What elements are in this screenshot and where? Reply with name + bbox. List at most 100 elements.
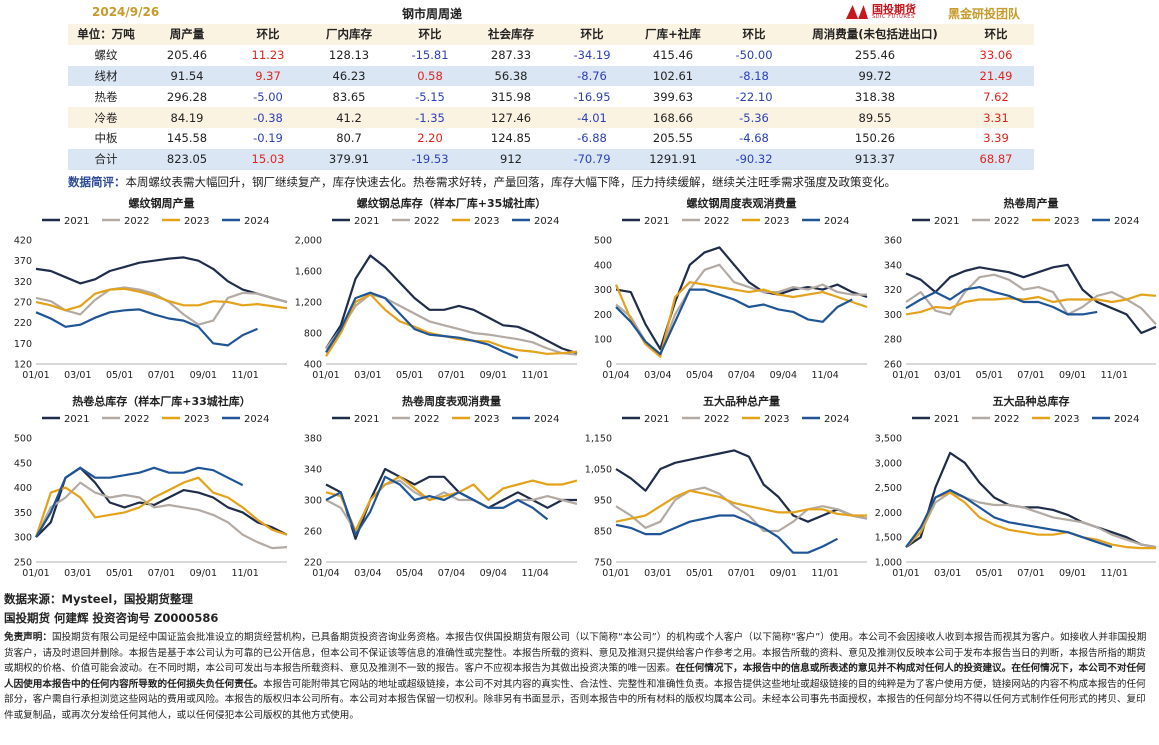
x-tick-label: 09/01: [770, 568, 797, 579]
chart-title: 螺纹钢周产量: [129, 196, 195, 210]
data-source: 数据来源：Mysteel，国投期货整理: [4, 592, 193, 606]
y-tick-label: 950: [594, 496, 612, 507]
legend-label-2023: 2023: [474, 414, 499, 425]
table-cell: 150.26: [792, 127, 958, 149]
series-line-2022: [325, 293, 578, 356]
y-tick-label: 450: [14, 458, 32, 469]
series-line-2021: [325, 254, 578, 355]
table-cell: -5.15: [392, 86, 468, 108]
series-line-2021: [325, 467, 577, 540]
legend-label-2023: 2023: [1054, 216, 1079, 227]
y-tick-label: 350: [14, 508, 32, 519]
y-tick-label: 300: [884, 310, 902, 321]
series-line-2024: [905, 488, 1113, 549]
table-header-cell: 单位：万吨: [68, 24, 144, 45]
row-label: 中板: [68, 127, 144, 149]
y-tick-label: 200: [594, 310, 612, 321]
legend-label-2021: 2021: [934, 216, 959, 227]
series-line-2023: [35, 287, 288, 312]
table-cell: 9.37: [230, 65, 306, 87]
x-tick-label: 07/04: [728, 370, 755, 381]
series-line-2024: [905, 285, 1098, 316]
table-cell: 56.38: [468, 65, 554, 87]
table-cell: -22.10: [716, 86, 792, 108]
table-cell: 89.55: [792, 107, 958, 128]
y-tick-label: 100: [594, 335, 612, 346]
series-line-2023: [325, 475, 578, 533]
x-tick-label: 01/04: [602, 370, 629, 381]
x-tick-label: 05/01: [396, 370, 423, 381]
legend-label-2023: 2023: [184, 414, 209, 425]
table-cell: 318.38: [792, 86, 958, 108]
table-cell: -34.19: [554, 44, 630, 66]
chart-title: 五大品种总产量: [703, 394, 780, 408]
series-line-2021: [905, 263, 1157, 335]
chart-five-output: 五大品种总产量 2021 2022 2023 2024 1,150 1,050 950 850 7…: [585, 394, 868, 579]
row-label: 螺纹: [68, 44, 144, 66]
y-tick-label: 2,500: [875, 483, 902, 494]
legend-label-2023: 2023: [474, 216, 499, 227]
legend-label-2024: 2024: [1114, 414, 1139, 425]
table-cell: 84.19: [144, 107, 230, 128]
legend-label-2021: 2021: [934, 414, 959, 425]
table-cell: 128.13: [306, 44, 392, 66]
chart-five-inventory: 五大品种总库存 2021 2022 2023 2024 3,500 3,000 2,500 2,…: [875, 394, 1157, 579]
series-line-2024: [35, 308, 258, 347]
y-tick-label: 1,000: [875, 558, 902, 569]
y-tick-label: 1,150: [585, 434, 612, 445]
x-tick-label: 05/01: [106, 568, 133, 579]
table-row: 冷卷 84.19 -0.38 41.2 -1.35 127.46 -4.01 168.66 -5…: [68, 107, 1034, 128]
team-name: 黑金研投团队: [948, 7, 1021, 21]
chart-rebar-output: 螺纹钢周产量 2021 2022 2023 2024 420 370 320 270 220 170…: [14, 196, 288, 381]
steel-weekly-table: 单位：万吨 周产量 环比 厂内库存 环比 社会库存 环比 厂库+社库 环比 周消费量(未包括进出口…: [68, 24, 1034, 170]
x-tick-label: 03/04: [644, 370, 671, 381]
table-row: 合计 823.05 15.03 379.91 -19.53 912 -70.79 1291.9…: [68, 148, 1034, 170]
x-tick-label: 03/01: [934, 568, 961, 579]
table-cell: 823.05: [144, 148, 230, 170]
x-tick-label: 01/01: [22, 568, 49, 579]
series-line-2023: [614, 281, 868, 358]
legend-label-2021: 2021: [354, 216, 379, 227]
legend-label-2023: 2023: [764, 216, 789, 227]
table-cell: 99.72: [792, 65, 958, 87]
y-tick-label: 380: [304, 434, 322, 445]
legend-label-2022: 2022: [414, 414, 439, 425]
legend-label-2021: 2021: [64, 414, 89, 425]
x-tick-label: 05/01: [976, 370, 1003, 381]
table-header-cell: 环比: [554, 24, 630, 45]
disclaimer-part-2: 本报告可能附带其它网站的地址或超级链接，本公司不对其内容的真实性、合法性、完整性…: [4, 678, 1146, 721]
comment-label: 数据简评：: [68, 175, 126, 189]
table-cell: 91.54: [144, 65, 230, 87]
y-tick-label: 750: [594, 558, 612, 569]
chart-rebar-consumption: 螺纹钢周度表观消费量 2021 2022 2023 2024 500 400 300 200 10…: [594, 196, 868, 381]
y-tick-label: 2,000: [295, 236, 322, 247]
report-title: 钢市周周递: [402, 7, 463, 21]
table-cell: 255.46: [792, 44, 958, 66]
y-tick-label: 0: [606, 360, 612, 371]
x-tick-label: 11/04: [521, 568, 548, 579]
x-tick-label: 01/01: [22, 370, 49, 381]
x-tick-label: 11/04: [811, 370, 838, 381]
x-tick-label: 11/01: [521, 370, 548, 381]
chart-title: 螺纹钢周度表观消费量: [687, 196, 797, 210]
x-tick-label: 11/01: [1101, 568, 1128, 579]
legend-label-2022: 2022: [704, 216, 729, 227]
table-cell: 296.28: [144, 86, 230, 108]
y-tick-label: 2,000: [875, 508, 902, 519]
x-tick-label: 07/01: [148, 370, 175, 381]
x-tick-label: 09/04: [480, 568, 507, 579]
chart-title: 五大品种总库存: [993, 394, 1070, 408]
row-label: 热卷: [68, 86, 144, 108]
x-tick-label: 01/04: [312, 568, 339, 579]
legend-label-2021: 2021: [354, 414, 379, 425]
chart-title: 螺纹钢总库存（样本厂库+35城社库）: [357, 196, 547, 210]
table-cell: 46.23: [306, 65, 392, 87]
table-row: 线材 91.54 9.37 46.23 0.58 56.38 -8.76 102.61 -8.1…: [68, 65, 1034, 87]
x-tick-label: 07/01: [728, 568, 755, 579]
y-tick-label: 3,500: [875, 434, 902, 445]
x-tick-label: 11/01: [231, 370, 258, 381]
x-tick-label: 09/01: [190, 568, 217, 579]
legend-label-2022: 2022: [124, 216, 149, 227]
table-cell: 7.62: [958, 86, 1034, 108]
